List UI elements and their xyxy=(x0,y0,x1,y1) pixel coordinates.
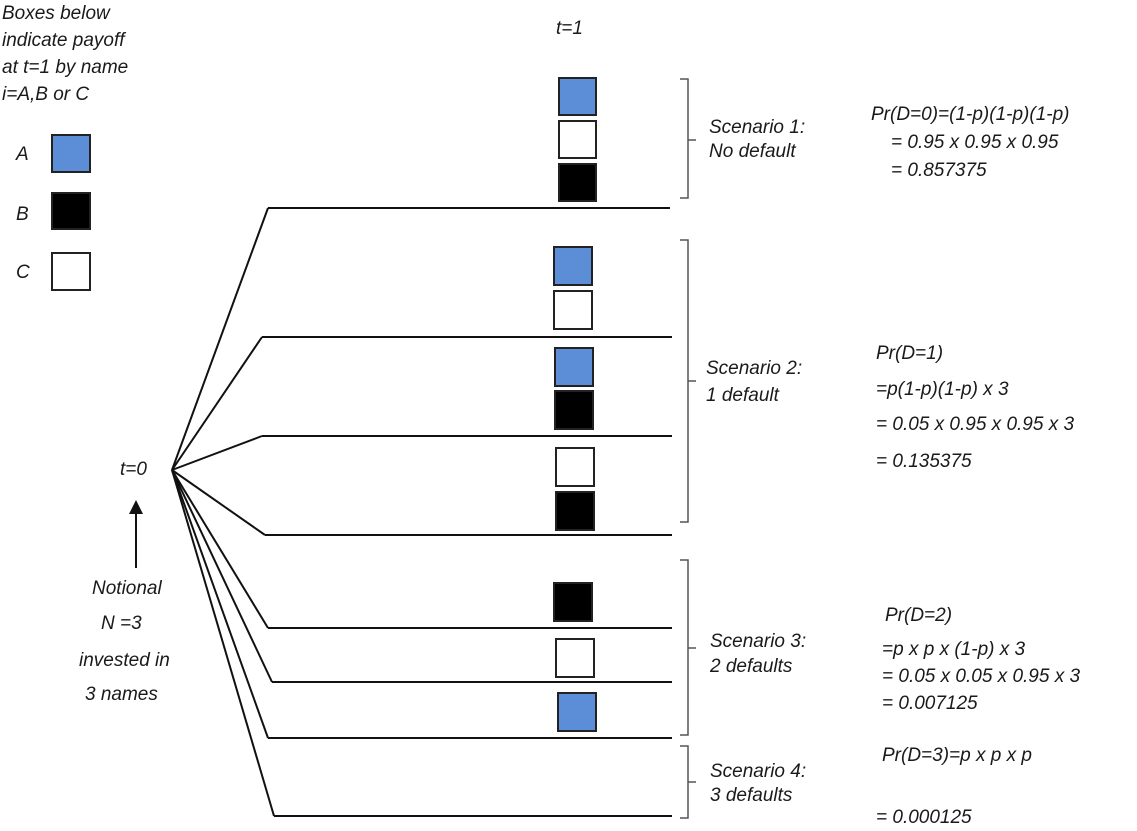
brace-scenario-1 xyxy=(680,78,696,199)
legend-title-line-1: Boxes below xyxy=(2,3,110,24)
payoff-box-b xyxy=(554,390,594,430)
payoff-box-c xyxy=(558,120,597,159)
scenario-desc: 3 defaults xyxy=(710,785,793,806)
scenario-desc: 1 default xyxy=(706,385,779,406)
payoff-box-a xyxy=(557,692,597,732)
branch-line-7 xyxy=(171,469,269,739)
branch-line-2 xyxy=(171,336,263,471)
formula-line: =p(1-p)(1-p) x 3 xyxy=(876,379,1009,400)
notional-line-3: invested in xyxy=(79,650,170,671)
branch-line-5 xyxy=(171,469,269,629)
formula-line: Pr(D=1) xyxy=(876,343,944,364)
brace-scenario-2 xyxy=(680,239,696,523)
legend-box-c xyxy=(51,252,91,291)
legend-box-b xyxy=(51,192,91,230)
legend-label-a: A xyxy=(16,144,29,165)
scenario-desc: 2 defaults xyxy=(710,656,793,677)
notional-line-2: N =3 xyxy=(101,613,142,634)
brace-scenario-3 xyxy=(680,559,696,736)
payoff-box-a xyxy=(553,246,593,286)
formula-line: = 0.135375 xyxy=(876,451,972,472)
payoff-box-b xyxy=(553,582,593,622)
scenario-title: Scenario 2: xyxy=(706,358,803,379)
formula-line: Pr(D=3)=p x p x p xyxy=(882,745,1032,766)
legend-title-line-4: i=A,B or C xyxy=(2,84,90,105)
formula-line: = 0.05 x 0.95 x 0.95 x 3 xyxy=(876,414,1075,435)
formula-line: Pr(D=0)=(1-p)(1-p)(1-p) xyxy=(871,104,1070,125)
legend-label-b: B xyxy=(16,204,29,225)
legend-title-line-2: indicate payoff xyxy=(2,30,125,51)
brace-scenario-4 xyxy=(680,745,696,819)
t0-label: t=0 xyxy=(120,459,147,480)
scenario-title: Scenario 4: xyxy=(710,761,807,782)
notional-line-1: Notional xyxy=(92,578,162,599)
payoff-box-c xyxy=(555,638,595,678)
payoff-box-b xyxy=(558,163,597,202)
scenario-title: Scenario 1: xyxy=(709,117,806,138)
branch-line-6 xyxy=(171,469,273,683)
payoff-box-c xyxy=(555,447,595,487)
legend-box-a xyxy=(51,134,91,173)
formula-line: = 0.000125 xyxy=(876,807,972,828)
branch-line-8 xyxy=(171,469,275,817)
scenario-desc: No default xyxy=(709,141,796,162)
arrow-head xyxy=(129,500,143,514)
legend-title-line-3: at t=1 by name xyxy=(2,57,129,78)
branch-line-4 xyxy=(171,469,266,536)
payoff-box-b xyxy=(555,491,595,531)
branch-line-1 xyxy=(171,207,269,471)
notional-line-4: 3 names xyxy=(85,684,158,705)
payoff-box-a xyxy=(558,77,597,116)
formula-line: Pr(D=2) xyxy=(885,605,953,626)
formula-line: = 0.95 x 0.95 x 0.95 xyxy=(891,132,1059,153)
formula-line: = 0.007125 xyxy=(882,693,978,714)
formula-line: = 0.857375 xyxy=(891,160,987,181)
payoff-box-c xyxy=(553,290,593,330)
t1-label: t=1 xyxy=(556,18,583,39)
branch-line-3 xyxy=(171,435,263,471)
legend-label-c: C xyxy=(16,262,30,283)
formula-line: =p x p x (1-p) x 3 xyxy=(882,639,1026,660)
payoff-box-a xyxy=(554,347,594,387)
formula-line: = 0.05 x 0.05 x 0.95 x 3 xyxy=(882,666,1081,687)
scenario-title: Scenario 3: xyxy=(710,631,807,652)
